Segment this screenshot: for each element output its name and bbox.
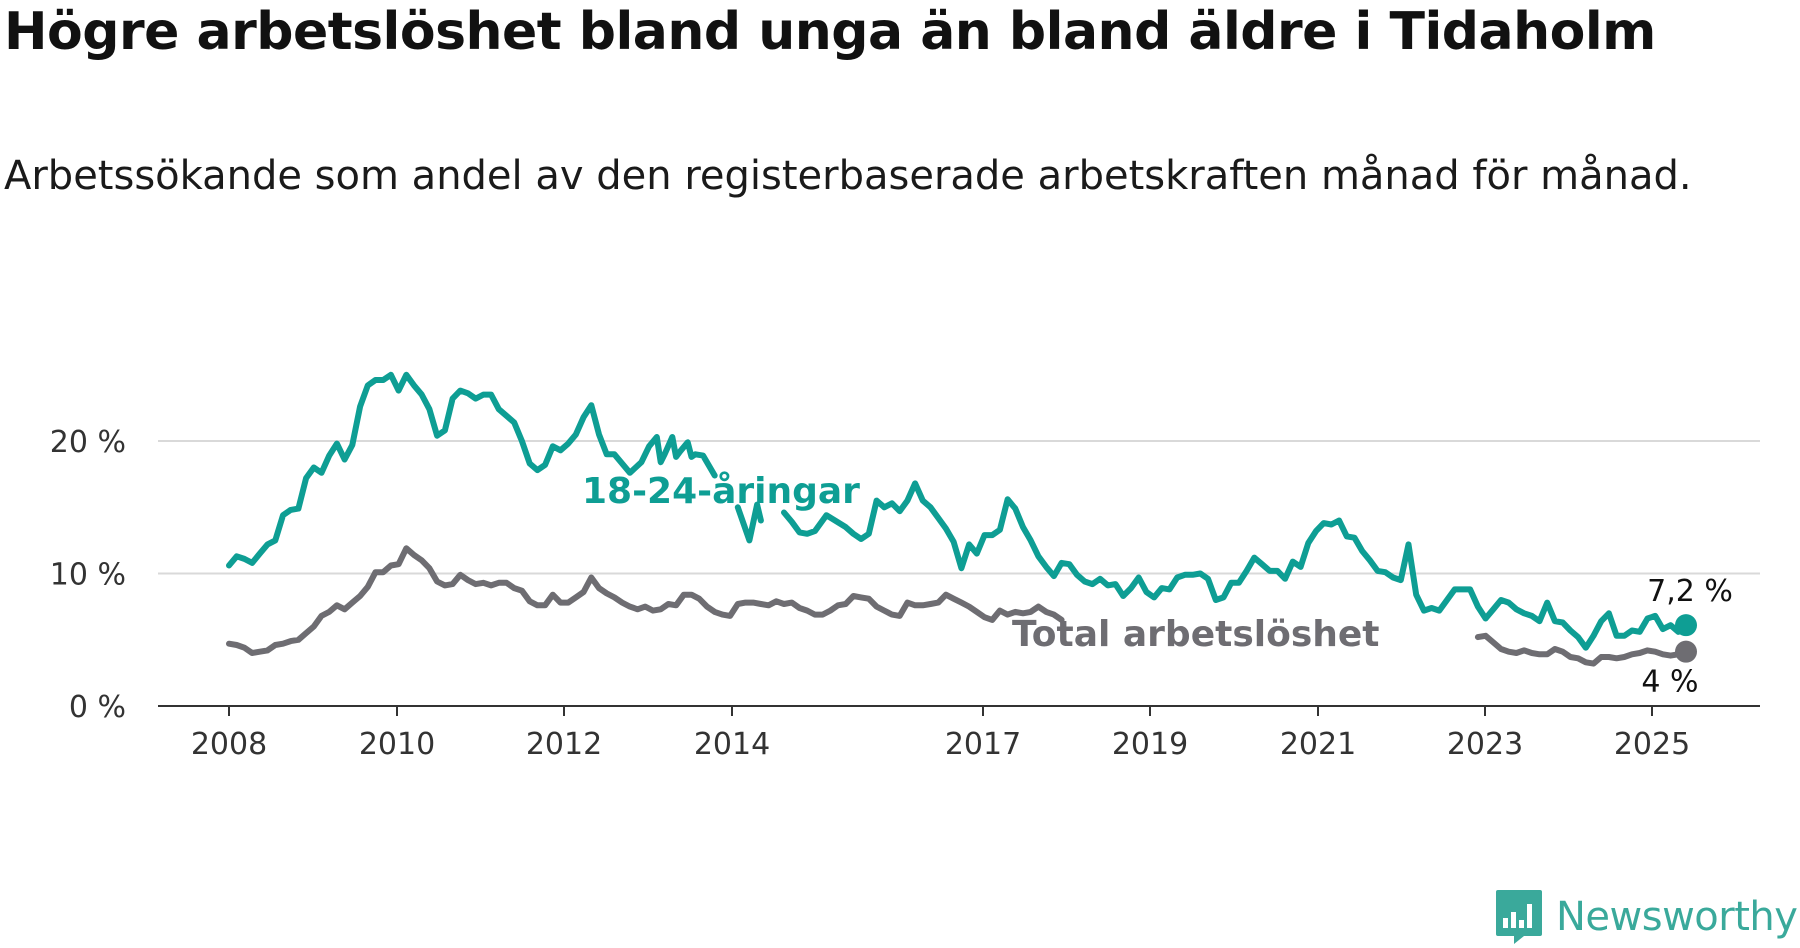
y-tick-label: 20 % <box>50 425 126 460</box>
end-value-young: 7,2 % <box>1647 574 1733 609</box>
series-label-young: 18-24-åringar <box>582 471 860 512</box>
x-tick-label: 2012 <box>526 727 602 762</box>
series-end-dot-0 <box>1675 614 1697 637</box>
series-line-0 <box>226 371 1689 651</box>
newsworthy-logo: Newsworthy <box>1494 888 1798 946</box>
series-end-dot-1 <box>1675 640 1697 663</box>
x-tick-label: 2021 <box>1280 727 1356 762</box>
grid-lines <box>158 440 1760 575</box>
x-axis-ticks: 2008 2010 2012 2014 2017 2019 2021 2023 2025 <box>191 706 1690 762</box>
brand-name: Newsworthy <box>1556 894 1798 940</box>
y-tick-label: 10 % <box>50 558 126 593</box>
page-title: Högre arbetslöshet bland unga än bland ä… <box>4 2 1656 62</box>
y-axis-ticks: 0 % 10 % 20 % <box>50 425 126 725</box>
x-tick-label: 2008 <box>191 727 267 762</box>
chart-subtitle: Arbetssökande som andel av den registerb… <box>4 153 1692 199</box>
x-tick-label: 2019 <box>1112 727 1188 762</box>
series-label-total: Total arbetslöshet <box>1012 614 1380 655</box>
series-line-1 <box>226 545 1689 667</box>
series-lines <box>226 371 1697 667</box>
series-labels: 18-24-åringar Total arbetslöshet 7,2 % 4 % <box>582 471 1733 700</box>
x-tick-label: 2025 <box>1614 727 1690 762</box>
x-tick-label: 2017 <box>945 727 1021 762</box>
x-tick-label: 2023 <box>1447 727 1523 762</box>
y-tick-label: 0 % <box>69 690 126 725</box>
x-tick-label: 2014 <box>694 727 770 762</box>
newsworthy-logo-icon <box>1496 890 1542 944</box>
end-value-total: 4 % <box>1641 665 1698 700</box>
x-tick-label: 2010 <box>359 727 435 762</box>
